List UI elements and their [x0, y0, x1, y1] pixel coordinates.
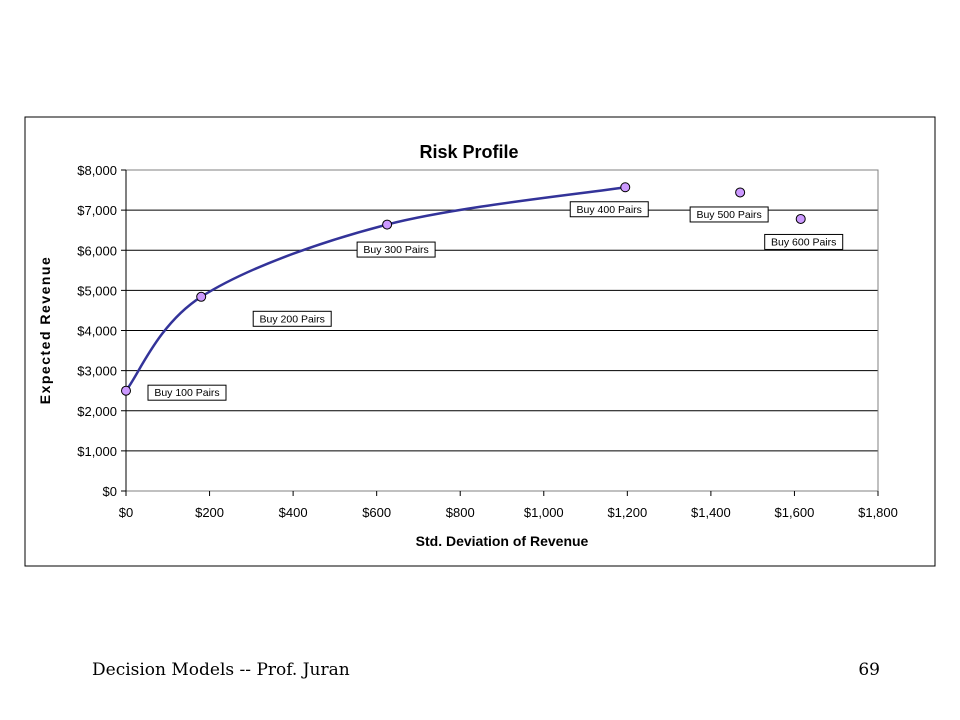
y-tick-label: $4,000: [77, 324, 117, 339]
x-tick-label: $1,200: [607, 505, 647, 520]
data-points: [121, 182, 806, 396]
y-tick-label: $7,000: [77, 203, 117, 218]
point-label: Buy 400 Pairs: [569, 201, 649, 218]
point-label-box: [689, 206, 769, 223]
x-tick-label: $1,800: [858, 505, 898, 520]
point-label: Buy 600 Pairs: [764, 233, 844, 250]
point-label-text: Buy 500 Pairs: [696, 209, 761, 221]
x-axis-label: Std. Deviation of Revenue: [416, 533, 589, 549]
point-label-text: Buy 300 Pairs: [363, 244, 428, 256]
data-point: [795, 213, 806, 224]
point-label-box: [764, 233, 844, 250]
point-label-text: Buy 600 Pairs: [771, 236, 836, 248]
x-tick-label: $0: [119, 505, 133, 520]
y-tick-label: $8,000: [77, 163, 117, 178]
point-label-box: [569, 201, 649, 218]
point-labels: Buy 100 Pairs Buy 200 Pairs Buy 300 Pairs B…: [147, 201, 844, 401]
x-tick-label: $800: [446, 505, 475, 520]
y-tick-label: $2,000: [77, 404, 117, 419]
chart-title: Risk Profile: [419, 142, 518, 162]
x-tick-label: $600: [362, 505, 391, 520]
x-tick-label: $1,000: [524, 505, 564, 520]
y-axis-label: Expected Revenue: [37, 256, 53, 405]
y-tick-label: $0: [103, 484, 117, 499]
point-label: Buy 100 Pairs: [147, 384, 227, 401]
x-tick-label: $1,400: [691, 505, 731, 520]
point-label: Buy 300 Pairs: [356, 241, 436, 258]
chart-area-border: [24, 116, 936, 567]
data-point: [196, 291, 207, 302]
y-tick-label: $3,000: [77, 364, 117, 379]
data-point: [121, 385, 131, 396]
point-label-text: Buy 100 Pairs: [154, 387, 219, 399]
data-point: [382, 219, 393, 230]
y-tick-label: $5,000: [77, 283, 117, 298]
x-axis: $0 $200 $400 $600 $800 $1,000 $1,200 $1,400 $1,6…: [119, 491, 898, 520]
y-tick-label: $6,000: [77, 243, 117, 258]
footer-page-number: 69: [858, 660, 880, 680]
y-axis: $0 $1,000 $2,000 $3,000 $4,000 $5,000 $6,000 $7…: [77, 163, 127, 499]
point-label: Buy 200 Pairs: [252, 310, 332, 327]
point-label: Buy 500 Pairs: [689, 206, 769, 223]
point-label-text: Buy 400 Pairs: [577, 204, 642, 216]
point-label-box: [356, 241, 436, 258]
efficient-frontier-curve: [125, 186, 626, 392]
point-label-box: [252, 310, 332, 327]
x-tick-label: $1,600: [775, 505, 815, 520]
data-point: [735, 187, 746, 198]
data-point: [620, 182, 631, 193]
point-label-box: [147, 384, 227, 401]
footer-course: Decision Models -- Prof. Juran: [92, 660, 350, 680]
y-tick-label: $1,000: [77, 444, 117, 459]
point-label-text: Buy 200 Pairs: [260, 313, 325, 325]
x-tick-label: $200: [195, 505, 224, 520]
x-tick-label: $400: [279, 505, 308, 520]
